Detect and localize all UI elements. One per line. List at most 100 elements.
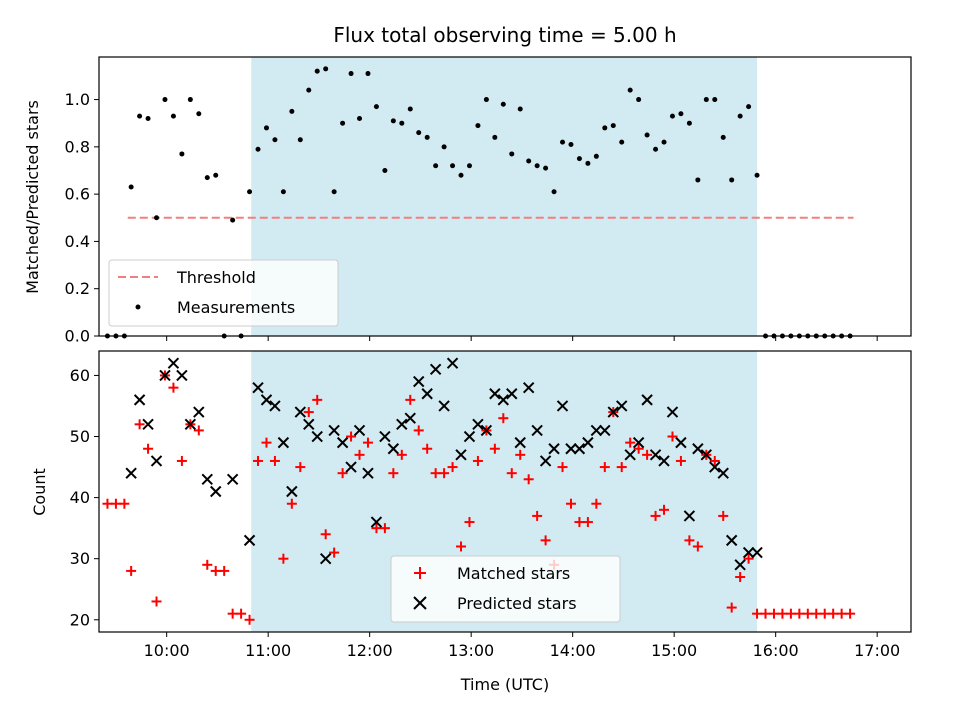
matched-star-point bbox=[210, 565, 221, 576]
predicted-star-point bbox=[159, 369, 171, 382]
ratio-y-tick-label: 1.0 bbox=[65, 90, 90, 109]
matched-star-point bbox=[371, 523, 382, 534]
matched-star-point bbox=[102, 498, 113, 509]
predicted-star-point bbox=[734, 559, 746, 571]
ratio-y-tick-label: 0.0 bbox=[65, 327, 90, 346]
matched-star-point bbox=[413, 425, 424, 436]
measurement-point bbox=[458, 172, 464, 178]
predicted-star-point bbox=[632, 436, 645, 449]
matched-star-point bbox=[126, 565, 137, 576]
measurement-point bbox=[526, 158, 532, 164]
measurement-point bbox=[466, 163, 472, 169]
predicted-star-point bbox=[370, 516, 383, 528]
matched-star-point bbox=[405, 394, 416, 405]
x-tick-label: 10:00 bbox=[144, 641, 190, 660]
matched-star-point bbox=[286, 498, 297, 509]
predicted-star-point bbox=[260, 394, 273, 406]
predicted-star-point bbox=[184, 418, 197, 431]
predicted-star-point bbox=[675, 436, 687, 449]
measurement-point bbox=[636, 97, 642, 103]
matched-star-point bbox=[785, 608, 796, 619]
measurement-point bbox=[255, 146, 261, 152]
predicted-star-point bbox=[413, 375, 425, 388]
count-y-tick-label: 50 bbox=[70, 427, 90, 446]
predicted-star-point bbox=[709, 461, 721, 473]
matched-legend-label: Matched stars bbox=[457, 564, 570, 583]
measurement-point bbox=[534, 163, 540, 169]
matched-star-point bbox=[151, 596, 162, 607]
predicted-star-point bbox=[522, 381, 535, 394]
predicted-star-point bbox=[556, 400, 569, 412]
predicted-star-point bbox=[599, 424, 611, 437]
measurement-point bbox=[475, 123, 481, 129]
measurement-point bbox=[585, 160, 591, 166]
matched-star-point bbox=[718, 510, 729, 521]
predicted-star-point bbox=[294, 406, 307, 418]
predicted-star-point bbox=[125, 467, 137, 479]
matched-star-point bbox=[110, 498, 121, 509]
ratio-y-tick-label: 0.4 bbox=[65, 232, 90, 251]
measurements-series bbox=[104, 66, 853, 339]
ratio-legend-box bbox=[108, 259, 339, 327]
count-panel: 20 30 40 50 60 10:00 11:00 12:00 13:00 14:00 15:0… bbox=[30, 350, 912, 694]
measurement-point bbox=[407, 106, 413, 112]
matched-stars-series bbox=[102, 370, 856, 625]
predicted-star-point bbox=[387, 443, 400, 455]
measurement-point bbox=[500, 101, 506, 107]
predicted-star-point bbox=[226, 473, 239, 485]
predicted-legend-label: Predicted stars bbox=[457, 594, 577, 613]
matched-star-point bbox=[836, 608, 847, 619]
matched-star-point bbox=[684, 535, 695, 546]
chart-title: Flux total observing time = 5.00 h bbox=[333, 23, 676, 47]
predicted-star-point bbox=[497, 394, 510, 406]
matched-star-point bbox=[176, 455, 187, 466]
matched-star-point bbox=[532, 510, 543, 521]
predicted-star-point bbox=[531, 424, 543, 437]
matched-star-point bbox=[472, 455, 483, 466]
measurement-point bbox=[162, 97, 168, 103]
measurement-point bbox=[272, 137, 278, 143]
predicted-stars-series bbox=[125, 357, 763, 571]
measurement-point bbox=[390, 118, 396, 124]
predicted-star-point bbox=[480, 424, 493, 437]
matched-star-point bbox=[819, 608, 830, 619]
count-y-tick-label: 40 bbox=[70, 488, 90, 507]
predicted-star-point bbox=[607, 406, 619, 418]
measurement-point bbox=[441, 144, 447, 150]
matched-legend-swatch bbox=[414, 567, 426, 579]
measurement-point bbox=[433, 163, 439, 169]
ratio-x-ticks bbox=[166, 336, 878, 341]
count-legend: Matched stars Predicted stars bbox=[390, 555, 621, 623]
count-y-tick-label: 30 bbox=[70, 549, 90, 568]
matched-star-point bbox=[447, 462, 458, 473]
predicted-star-point bbox=[489, 388, 501, 400]
predicted-star-point bbox=[446, 357, 459, 369]
predicted-star-point bbox=[438, 400, 450, 412]
matched-star-point bbox=[752, 608, 763, 619]
predicted-star-point bbox=[201, 473, 213, 485]
measurement-point bbox=[357, 115, 363, 121]
matched-star-point bbox=[633, 443, 644, 454]
matched-star-point bbox=[565, 498, 576, 509]
predicted-star-point bbox=[514, 436, 526, 449]
matched-star-point bbox=[659, 504, 670, 515]
ratio-legend: Threshold Measurements bbox=[108, 259, 339, 327]
measurement-point bbox=[483, 97, 489, 103]
matched-star-point bbox=[523, 474, 534, 485]
predicted-star-point bbox=[539, 455, 552, 467]
predicted-star-point bbox=[311, 430, 323, 443]
predicted-star-point bbox=[472, 418, 484, 431]
predicted-star-point bbox=[167, 357, 180, 369]
x-tick-label: 12:00 bbox=[347, 641, 393, 660]
count-legend-box bbox=[390, 555, 621, 623]
matched-star-point bbox=[845, 608, 856, 619]
ratio-y-tick-label: 0.2 bbox=[65, 279, 90, 298]
predicted-star-point bbox=[692, 443, 704, 455]
predicted-star-point bbox=[328, 424, 340, 437]
measurement-point bbox=[729, 177, 735, 183]
ratio-y-tick-label: 0.8 bbox=[65, 137, 90, 156]
predicted-star-point bbox=[742, 546, 755, 559]
predicted-star-point bbox=[641, 394, 653, 406]
predicted-star-point bbox=[210, 485, 222, 498]
count-x-ticks: 10:00 11:00 12:00 13:00 14:00 15:00 16:00 17:00 bbox=[144, 632, 900, 660]
